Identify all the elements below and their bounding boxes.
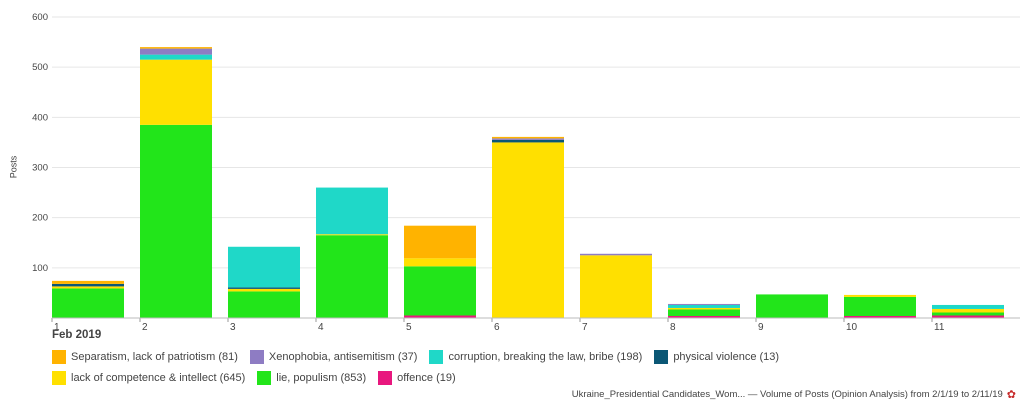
bar-segment	[492, 139, 564, 143]
bar-segment	[932, 308, 1004, 313]
x-tick-label: 5	[406, 322, 412, 333]
legend-swatch	[52, 370, 66, 385]
bar-segment	[668, 303, 740, 305]
legend-swatch	[654, 349, 669, 364]
y-axis-title-wrap: Posts	[2, 150, 22, 190]
x-tick-label: 10	[846, 322, 858, 333]
x-tick-label: 2	[142, 322, 148, 333]
bar-segment	[668, 307, 740, 310]
bar-segment	[404, 258, 476, 267]
bar-segment	[316, 235, 388, 318]
bar-segment	[580, 255, 652, 318]
y-tick-label: 500	[32, 62, 48, 73]
gear-icon[interactable]: ✿	[1006, 389, 1016, 401]
bar-segment	[228, 246, 300, 288]
x-tick-label: 4	[318, 322, 324, 333]
bar-segment	[580, 253, 652, 256]
legend-label: lack of competence & intellect (645)	[71, 371, 246, 384]
bar-segment	[844, 294, 916, 297]
legend-swatch	[257, 370, 272, 385]
footer-text: Ukraine_Presidential Candidates_Wom... —…	[571, 389, 1003, 400]
bar-segment	[668, 309, 740, 316]
bar-segment	[932, 312, 1004, 316]
bar-segment	[140, 124, 212, 318]
bar-segment	[404, 225, 476, 259]
bar-segment	[492, 136, 564, 139]
bar-segment	[844, 315, 916, 318]
bar-segment	[668, 304, 740, 308]
y-tick-label: 600	[32, 12, 48, 23]
chart: 100 200 300 400 500 600 1 2 3 4 5 6 7 8 9 10 11	[32, 12, 1020, 333]
x-tick-label: 8	[670, 322, 676, 333]
legend-label: offence (19)	[397, 371, 456, 384]
bar-segment	[52, 288, 124, 318]
bar-segment	[140, 59, 212, 125]
bar-segment	[316, 187, 388, 235]
legend-label: physical violence (13)	[673, 350, 780, 363]
y-tick-label: 200	[32, 213, 48, 224]
bar-segment	[228, 288, 300, 292]
y-axis-title: Posts	[8, 155, 19, 179]
legend-item[interactable]: physical violence (13)	[654, 349, 780, 364]
bar-segment	[316, 234, 388, 236]
bar-segment	[52, 286, 124, 289]
legend-row: lack of competence & intellect (645) lie,…	[52, 367, 952, 388]
bar-segment	[52, 283, 124, 287]
x-axis-month-label: Feb 2019	[52, 329, 102, 341]
legend-swatch	[249, 349, 264, 364]
legend-label: corruption, breaking the law, bribe (198…	[448, 350, 643, 363]
legend-item[interactable]: lie, populism (853)	[257, 370, 367, 385]
x-tick-label: 11	[934, 322, 945, 333]
bar-segment	[404, 315, 476, 318]
bar-segment	[932, 315, 1004, 318]
bar-segment	[140, 48, 212, 55]
bar-segment	[140, 47, 212, 49]
x-tick-label: 6	[494, 322, 500, 333]
legend-item[interactable]: offence (19)	[378, 370, 456, 385]
x-tick-label: 3	[230, 322, 236, 333]
legend-label: lie, populism (853)	[276, 371, 367, 384]
y-tick-label: 300	[32, 163, 48, 174]
legend-item[interactable]: corruption, breaking the law, bribe (198…	[429, 349, 643, 364]
bar-segment	[492, 142, 564, 318]
bar-segment	[668, 315, 740, 318]
bar-segment	[140, 54, 212, 60]
legend-label: Separatism, lack of patriotism (81)	[71, 350, 238, 363]
bar-segment	[756, 294, 828, 318]
legend-swatch	[429, 349, 444, 364]
y-tick-label: 400	[32, 112, 48, 123]
legend-swatch	[378, 370, 393, 385]
legend: Separatism, lack of patriotism (81) Xenop…	[52, 346, 952, 388]
legend-item[interactable]: lack of competence & intellect (645)	[52, 370, 246, 385]
bar-segment	[844, 296, 916, 316]
legend-row: Separatism, lack of patriotism (81) Xenop…	[52, 346, 952, 367]
x-tick-label: 1	[54, 322, 60, 333]
legend-item[interactable]: Separatism, lack of patriotism (81)	[52, 349, 238, 364]
bar-segment	[492, 138, 564, 140]
bar-segment	[404, 266, 476, 316]
y-tick-label: 100	[32, 263, 48, 274]
bar-segment	[228, 291, 300, 318]
bar-segment	[228, 287, 300, 289]
x-tick-label: 9	[758, 322, 764, 333]
bar-segment	[52, 280, 124, 284]
legend-swatch	[52, 349, 66, 364]
chart-footer: Ukraine_Presidential Candidates_Wom... —…	[572, 388, 1016, 401]
bar-segment	[932, 304, 1004, 309]
legend-label: Xenophobia, antisemitism (37)	[268, 350, 418, 363]
legend-item[interactable]: Xenophobia, antisemitism (37)	[249, 349, 418, 364]
x-tick-label: 7	[582, 322, 588, 333]
